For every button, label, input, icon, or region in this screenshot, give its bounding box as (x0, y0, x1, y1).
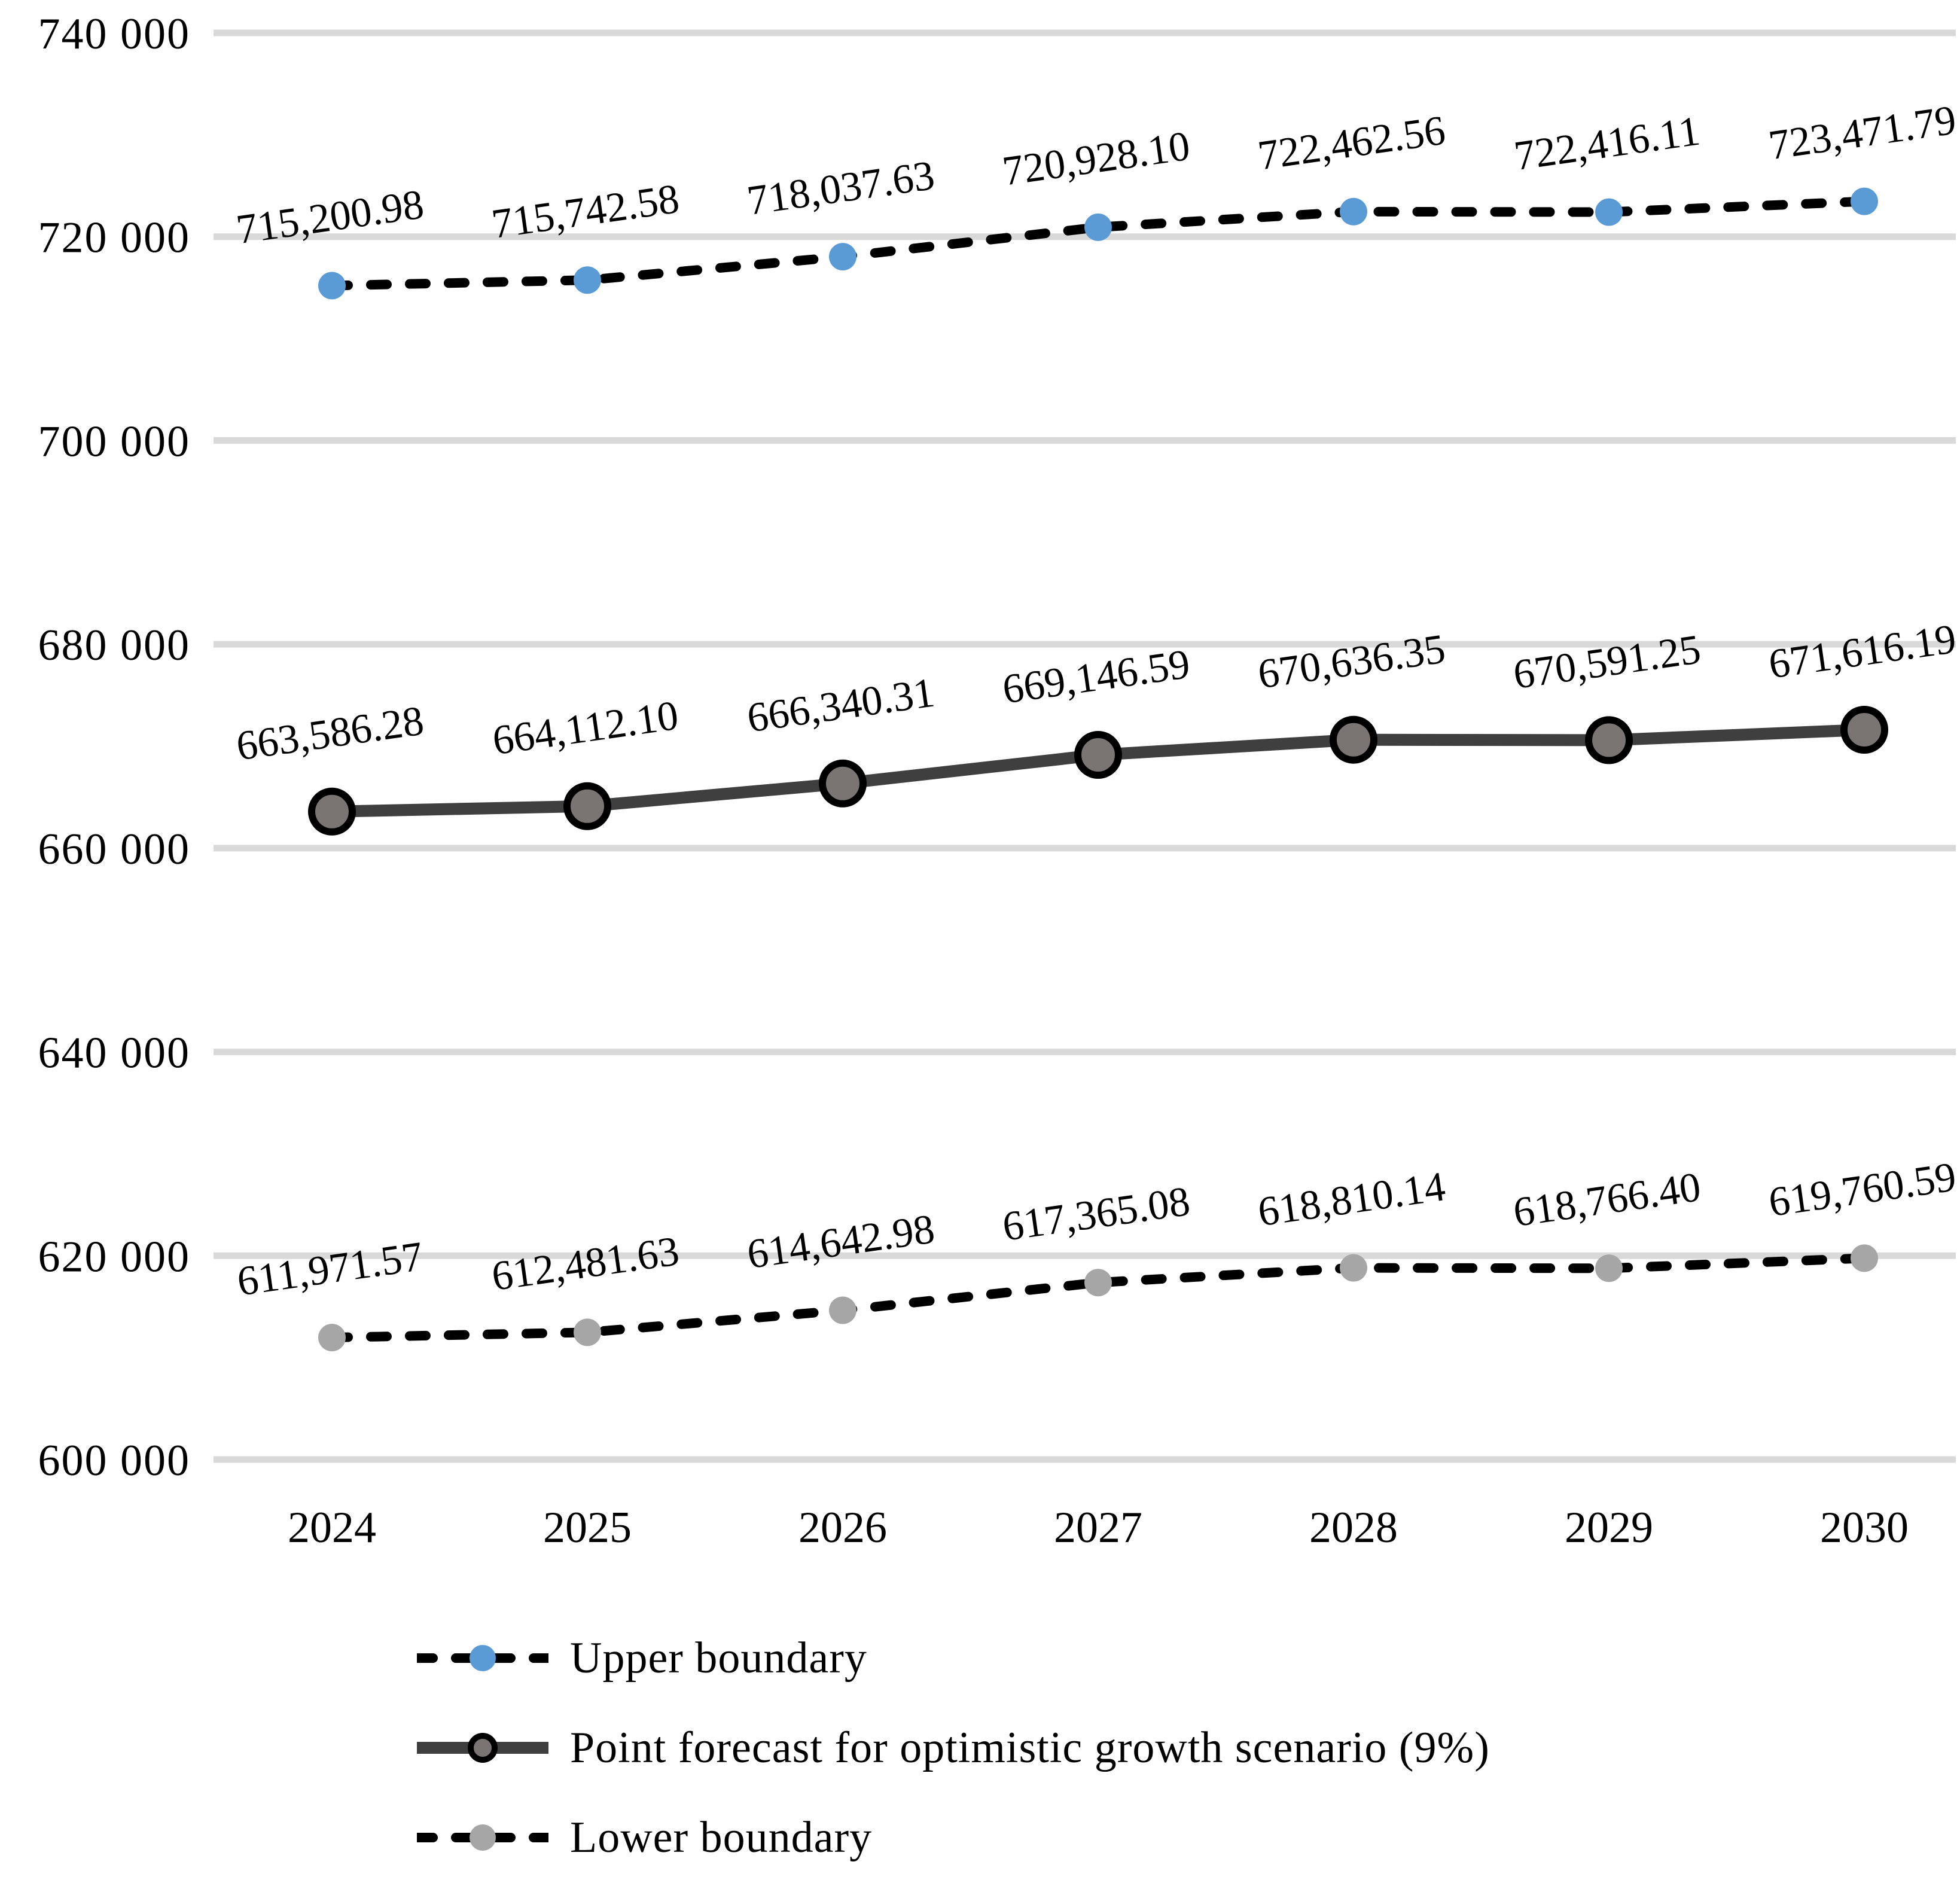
data-point-marker (574, 266, 601, 294)
legend-marker-sample (470, 1645, 496, 1671)
data-label: 670,636.35 (1255, 626, 1449, 697)
x-axis-tick-label: 2027 (1054, 1503, 1142, 1552)
x-axis-tick-label: 2024 (288, 1503, 376, 1552)
data-point-marker (1340, 197, 1367, 226)
data-point-marker (1074, 731, 1122, 779)
data-point-marker (1340, 1254, 1367, 1282)
data-point-marker (1595, 1254, 1623, 1282)
x-axis-tick-label: 2030 (1820, 1503, 1909, 1552)
legend-item-lower-boundary: Lower boundary (417, 1811, 1490, 1864)
data-point-marker (819, 759, 867, 808)
data-point-marker (1330, 715, 1377, 764)
data-point-marker (1595, 198, 1623, 226)
lower-boundary-line-icon (417, 1824, 548, 1851)
y-axis-tick-label: 700 000 (38, 417, 191, 466)
data-point-marker (1084, 213, 1112, 241)
x-axis-tick-label: 2026 (798, 1503, 887, 1552)
data-label: 618,810.14 (1255, 1163, 1449, 1235)
data-point-marker (318, 1324, 346, 1352)
data-point-marker (308, 787, 356, 836)
data-label: 614,642.98 (745, 1206, 938, 1278)
legend-item-upper-boundary: Upper boundary (417, 1631, 1490, 1685)
data-label: 612,481.63 (489, 1228, 682, 1300)
data-label: 720,928.10 (1000, 123, 1193, 195)
data-label: 722,416.11 (1511, 108, 1703, 179)
plot-area: 740 000 720 000 700 000 680 000 660 000 640 0… (38, 10, 1959, 1552)
data-label: 663,586.28 (234, 697, 427, 769)
data-point-marker (1851, 1244, 1878, 1272)
data-point-marker (574, 1318, 601, 1346)
y-axis-tick-label: 680 000 (38, 621, 191, 670)
legend-label-point-forecast: Point forecast for optimistic growth sce… (570, 1723, 1490, 1772)
data-label: 618,766.40 (1511, 1164, 1704, 1236)
point-forecast-line-icon (417, 1733, 548, 1763)
data-label: 671,616.19 (1766, 616, 1959, 688)
data-label: 669,146.59 (1000, 641, 1193, 713)
y-axis-tick-label: 600 000 (38, 1436, 191, 1485)
y-axis-tick-label: 740 000 (38, 10, 191, 59)
data-label: 722,462.56 (1255, 107, 1449, 179)
data-point-marker (829, 1296, 856, 1324)
legend-label-upper-boundary: Upper boundary (570, 1633, 867, 1683)
upper-boundary-line-icon (417, 1645, 548, 1671)
data-label: 715,200.98 (234, 181, 427, 253)
y-axis-tick-label: 660 000 (38, 825, 191, 874)
data-label: 666,340.31 (745, 669, 938, 741)
y-axis-tick-label: 620 000 (38, 1232, 191, 1281)
data-point-marker (1840, 706, 1888, 754)
data-point-marker (1585, 716, 1633, 764)
legend: Upper boundary Point forecast for optimi… (417, 1631, 1490, 1886)
y-axis-tick-label: 720 000 (38, 214, 191, 263)
data-point-marker (563, 782, 611, 830)
legend-label-lower-boundary: Lower boundary (570, 1812, 873, 1862)
data-label: 718,037.63 (745, 153, 938, 224)
x-axis-tick-label: 2029 (1565, 1503, 1653, 1552)
data-point-marker (829, 243, 856, 271)
data-label: 611,971.57 (234, 1233, 426, 1305)
x-axis-tick-label: 2028 (1309, 1503, 1398, 1552)
data-label: 617,365.08 (1000, 1178, 1193, 1250)
y-axis-tick-label: 640 000 (38, 1029, 191, 1078)
legend-marker-sample (468, 1733, 498, 1763)
x-axis-tick-label: 2025 (543, 1503, 632, 1552)
data-point-marker (1851, 187, 1878, 215)
legend-item-point-forecast: Point forecast for optimistic growth sce… (417, 1721, 1490, 1775)
data-label: 619,760.59 (1766, 1154, 1959, 1226)
data-label: 723,471.79 (1766, 97, 1959, 169)
data-label: 664,112.10 (490, 693, 681, 764)
legend-marker-sample (470, 1824, 496, 1851)
data-point-marker (1084, 1269, 1112, 1297)
data-point-marker (318, 272, 346, 300)
data-label: 670,591.25 (1511, 626, 1704, 698)
